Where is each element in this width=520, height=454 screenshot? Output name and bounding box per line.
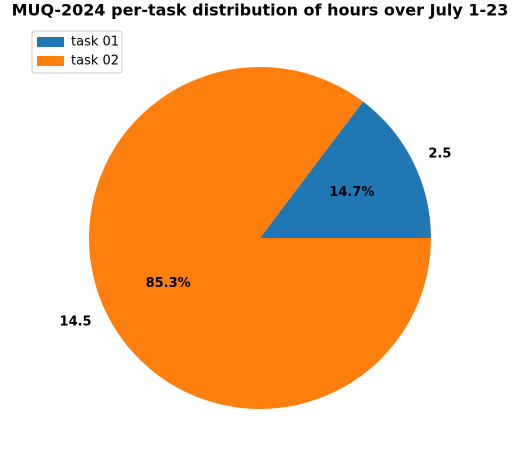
percent-label: 14.7% — [329, 185, 374, 200]
legend-label: task 01 — [71, 35, 119, 50]
pie-wedge — [260, 101, 431, 238]
value-label: 14.5 — [60, 314, 92, 329]
legend-swatch — [37, 37, 64, 47]
pie-wedge — [88, 66, 431, 409]
legend-swatch — [37, 56, 64, 66]
chart-title: MUQ-2024 per-task distribution of hours … — [12, 1, 509, 20]
value-label: 2.5 — [428, 147, 451, 162]
legend-label: task 02 — [71, 54, 119, 69]
percent-label: 85.3% — [146, 276, 191, 291]
